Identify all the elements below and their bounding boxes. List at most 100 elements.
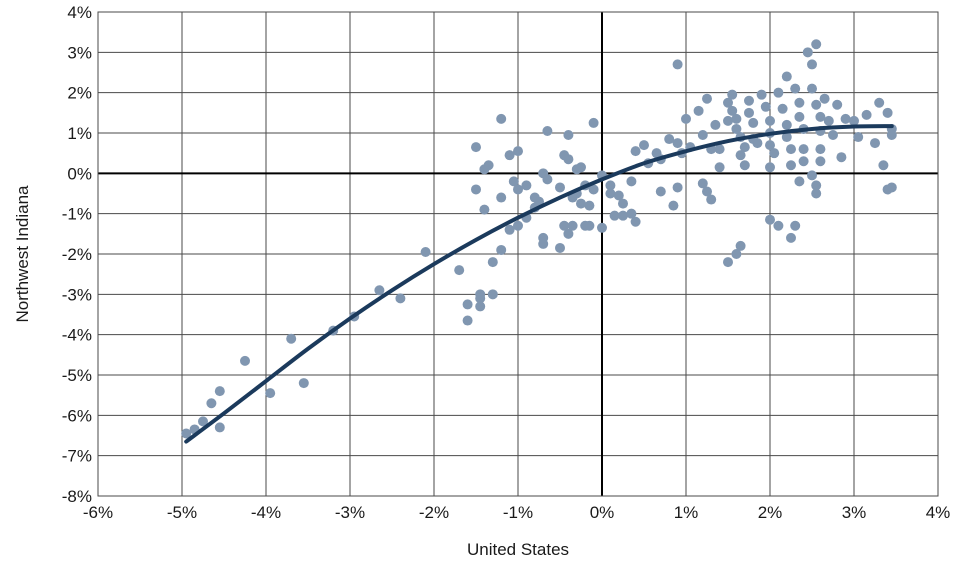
data-point-30 [496,113,507,124]
data-point-106 [731,123,742,134]
data-point-68 [605,180,616,191]
data-point-32 [513,146,523,157]
data-point-113 [748,117,759,128]
data-point-72 [609,210,620,221]
data-points [181,39,897,439]
data-point-124 [769,148,780,159]
data-point-24 [471,142,481,153]
x-axis-title: United States [467,540,569,559]
data-point-146 [811,39,822,50]
y-tick-labels: -8% -7% -6% -5% -4% -3% -2% -1% 0% 1% 2% 3% 4% [62,3,92,506]
data-point-35 [521,180,532,191]
data-point-105 [731,113,742,124]
data-point-135 [786,232,796,243]
data-point-133 [786,160,796,171]
data-point-7 [265,388,276,399]
y-axis-title: Northwest Indiana [13,185,32,323]
data-point-42 [538,238,549,249]
data-point-85 [672,138,683,149]
data-point-141 [798,144,809,155]
x-tick-label: 4% [926,503,951,522]
x-tick-label: -2% [419,503,449,522]
data-point-49 [563,154,574,165]
data-point-65 [588,184,599,195]
data-point-93 [702,93,712,104]
data-point-147 [807,83,817,94]
data-point-134 [781,71,792,82]
data-point-0 [181,428,192,439]
data-point-17 [462,315,473,326]
zero-axes [98,12,938,496]
data-point-132 [786,144,796,155]
data-point-131 [781,132,792,143]
data-point-117 [731,249,742,259]
data-point-88 [672,59,683,70]
x-tick-label: 2% [758,503,783,522]
data-point-55 [563,228,574,239]
data-point-119 [756,89,767,100]
x-tick-label: -5% [167,503,197,522]
data-point-47 [555,182,565,193]
x-tick-label: -4% [251,503,281,522]
data-point-116 [723,257,733,268]
data-point-82 [655,186,666,197]
data-point-109 [739,142,750,153]
data-point-69 [605,188,616,199]
data-point-120 [760,101,771,112]
data-point-144 [802,47,813,58]
data-point-158 [828,130,838,141]
data-point-38 [513,220,523,231]
y-tick-label: -3% [62,285,92,304]
data-point-6 [240,355,250,366]
data-point-138 [794,97,805,108]
data-point-20 [475,293,486,304]
data-point-129 [777,103,788,114]
data-point-159 [832,99,843,110]
x-tick-label: -6% [83,503,113,522]
data-point-154 [811,180,822,191]
data-point-143 [794,176,805,187]
data-point-95 [702,186,712,197]
data-point-128 [773,87,784,98]
data-point-5 [214,422,225,433]
data-point-78 [639,140,649,151]
y-tick-label: 1% [67,124,92,143]
data-point-64 [588,117,599,128]
data-point-123 [765,140,775,151]
data-point-91 [693,105,704,116]
trend-line [184,124,894,444]
data-point-8 [286,333,297,344]
data-point-161 [840,113,851,124]
data-point-19 [475,301,486,312]
data-point-4 [214,386,225,397]
data-point-58 [576,162,586,173]
data-point-110 [739,160,750,171]
data-point-149 [815,111,826,122]
data-point-2 [198,416,208,427]
data-point-70 [613,190,624,201]
x-tick-label: 3% [842,503,867,522]
data-point-136 [790,220,801,231]
data-point-164 [861,109,872,120]
data-point-148 [811,99,822,110]
data-point-104 [727,89,738,100]
data-point-171 [886,130,897,141]
y-tick-label: -5% [62,366,92,385]
x-tick-label: -1% [503,503,533,522]
data-point-130 [781,119,792,130]
data-point-151 [815,144,826,155]
data-point-156 [819,93,830,104]
data-point-145 [807,59,817,70]
data-point-63 [584,220,595,231]
y-tick-label: 3% [67,43,92,62]
data-point-125 [765,162,775,173]
y-tick-label: 4% [67,3,92,22]
data-point-61 [584,200,595,211]
data-point-162 [849,115,859,126]
data-point-121 [765,115,775,126]
data-point-76 [626,176,637,187]
data-point-15 [454,265,465,276]
data-point-155 [811,188,822,199]
data-point-67 [597,222,607,233]
